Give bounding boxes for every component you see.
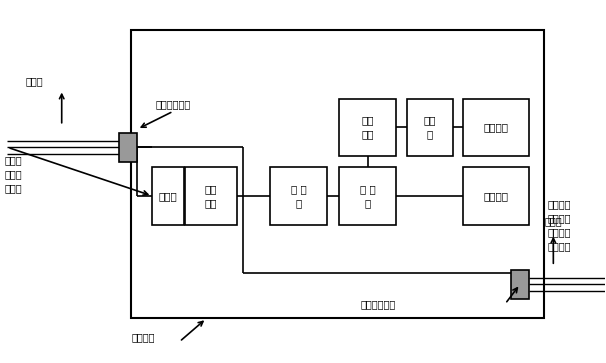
Bar bbox=[511, 270, 529, 299]
Text: 第二去耦网络: 第二去耦网络 bbox=[361, 299, 396, 309]
Text: 第一去耦网络: 第一去耦网络 bbox=[155, 99, 190, 110]
Bar bbox=[339, 167, 396, 225]
Text: 计 数
器: 计 数 器 bbox=[291, 184, 307, 208]
Text: 比较
器: 比较 器 bbox=[424, 115, 436, 139]
Bar bbox=[131, 30, 544, 318]
Text: 误差输出: 误差输出 bbox=[484, 122, 508, 132]
Text: 脉冲信号
输出（至
电能表检
验装置）: 脉冲信号 输出（至 电能表检 验装置） bbox=[547, 199, 571, 251]
Text: 接电能
表脉冲
线输出: 接电能 表脉冲 线输出 bbox=[4, 155, 22, 193]
Text: 计 时
器: 计 时 器 bbox=[360, 184, 376, 208]
Text: 光电
探头: 光电 探头 bbox=[205, 184, 218, 208]
Bar bbox=[407, 99, 453, 156]
Text: 屏蔽线: 屏蔽线 bbox=[25, 76, 43, 86]
Text: 金属外壳: 金属外壳 bbox=[131, 332, 155, 342]
Text: 时间输出: 时间输出 bbox=[484, 191, 508, 201]
Text: 导光柱: 导光柱 bbox=[159, 191, 177, 201]
Text: 计量
模块: 计量 模块 bbox=[362, 115, 374, 139]
Bar bbox=[270, 167, 327, 225]
Bar bbox=[185, 167, 237, 225]
Text: 屏蔽线: 屏蔽线 bbox=[544, 216, 562, 227]
Bar bbox=[152, 167, 184, 225]
Bar bbox=[463, 167, 529, 225]
Bar bbox=[339, 99, 396, 156]
Bar bbox=[119, 133, 137, 162]
Bar bbox=[463, 99, 529, 156]
